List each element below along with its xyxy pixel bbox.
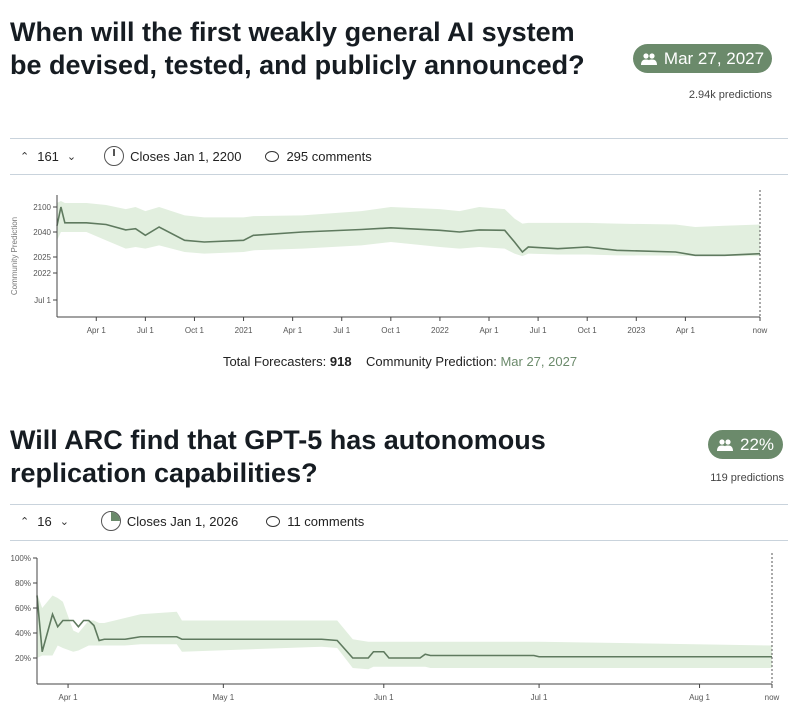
x-tick-label: Jul 1 [333,326,350,335]
y-tick-label: Jul 1 [34,296,51,305]
x-tick-label: 2022 [431,326,449,335]
question-2-chart[interactable]: Apr 1 May 1 Jun 1 Jul 1 Aug 1 now 100% 80% 60% 40… [0,550,800,721]
question-2-prediction-badge: 22% [708,430,783,459]
y-tick-label: 80% [15,579,31,588]
y-tick-label: 2040 [33,228,51,237]
question-1-predictions-count: 2.94k predictions [688,89,772,101]
divider [10,504,788,505]
upvote-icon[interactable]: ⌃ [20,150,30,163]
closes-date: Closes Jan 1, 2026 [126,513,239,529]
question-1-meta: ⌃ 161 ⌄ Closes Jan 1, 2200 295 comments [20,144,372,168]
x-tick-label: now [753,326,768,335]
total-forecasters-label: Total Forecasters: [222,354,327,369]
x-tick-label: now [765,693,780,702]
x-tick-label: Apr 1 [676,326,696,335]
comments-link[interactable]: 295 comments [265,148,372,164]
downvote-icon[interactable]: ⌄ [66,150,77,163]
y-axis-label: Community Prediction [10,217,19,295]
y-tick-label: 60% [15,604,31,613]
downvote-icon[interactable]: ⌄ [59,515,69,528]
x-tick-label: 2023 [627,326,645,335]
x-tick-label: Aug 1 [689,693,710,702]
vote-count: 16 [37,513,52,529]
vote-control: ⌃ 161 ⌄ [20,149,76,164]
x-tick-label: 2021 [235,326,253,335]
vote-count: 161 [37,148,59,164]
x-tick-label: Jul 1 [137,326,154,335]
community-prediction-value: Mar 27, 2027 [500,354,578,369]
x-tick-label: Jul 1 [530,326,547,335]
x-tick-label: Oct 1 [381,326,401,335]
clock-icon [104,146,125,166]
vote-control: ⌃ 16 ⌄ [20,514,69,529]
question-1-prediction-badge: Mar 27, 2027 [633,44,772,73]
community-prediction-label: Community Prediction: [366,354,497,369]
divider [10,138,788,139]
x-tick-label: Oct 1 [578,326,598,335]
x-tick-label: May 1 [212,693,234,702]
total-forecasters-value: 918 [329,354,352,369]
question-2-meta: ⌃ 16 ⌄ Closes Jan 1, 2026 11 comments [20,509,364,533]
divider [10,540,788,541]
x-tick-label: Oct 1 [185,326,205,335]
question-2-predictions-count: 119 predictions [710,472,784,484]
users-icon [716,438,733,451]
x-tick-label: Apr 1 [58,693,78,702]
comments-link[interactable]: 11 comments [266,514,364,529]
closes-info: Closes Jan 1, 2026 [100,511,239,531]
x-tick-label: Apr 1 [283,326,303,335]
community-prediction-line [36,595,772,659]
comment-icon [266,515,281,527]
question-1-chart[interactable]: Apr 1 Jul 1 Oct 1 2021 Apr 1 Jul 1 Oct 1 2022 Ap… [0,185,800,345]
users-icon [640,52,657,65]
question-1-title[interactable]: When will the first weakly general AI sy… [10,17,585,80]
question-2-title[interactable]: Will ARC find that GPT-5 has autonomous … [10,425,546,488]
badge-value: 22% [739,434,775,454]
x-tick-label: Jul 1 [531,693,548,702]
y-tick-label: 20% [15,654,31,663]
comments-count: 295 comments [286,148,372,164]
upvote-icon[interactable]: ⌃ [20,515,30,528]
comment-icon [265,150,280,162]
closes-info: Closes Jan 1, 2200 [104,146,241,166]
divider [10,174,788,175]
confidence-band [37,593,772,670]
x-tick-label: Jun 1 [374,693,394,702]
community-prediction-line [56,206,761,257]
comments-count: 11 comments [287,513,365,529]
clock-icon [100,511,121,531]
x-tick-label: Apr 1 [479,326,499,335]
y-tick-label: 2025 [33,253,51,262]
question-1-footer: Total Forecasters: 918 Community Predict… [0,354,800,369]
y-tick-label: 2022 [33,269,51,278]
badge-value: Mar 27, 2027 [663,48,765,68]
y-tick-label: 2100 [33,203,51,212]
x-tick-label: Apr 1 [87,326,107,335]
closes-date: Closes Jan 1, 2200 [130,148,242,164]
y-tick-label: 100% [11,554,31,563]
y-tick-label: 40% [15,629,31,638]
